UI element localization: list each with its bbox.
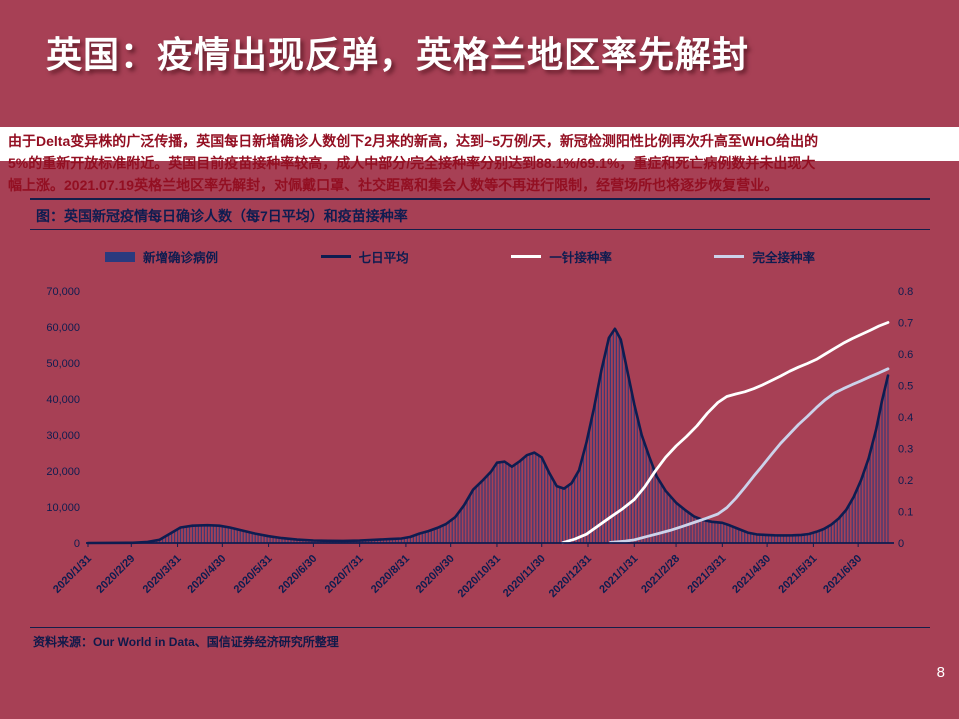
chart-legend: 新增确诊病例 七日平均 一针接种率 完全接种率 <box>105 247 815 266</box>
source-text: Our World in Data、国信证券经济研究所整理 <box>93 635 339 649</box>
page-title: 英国：疫情出现反弹，英格兰地区率先解封 <box>46 34 750 76</box>
y-right-tick-label: 0.7 <box>898 318 913 330</box>
summary-line-3: 幅上涨。2021.07.19英格兰地区率先解封，对佩戴口罩、社交距离和集会人数等… <box>8 177 779 193</box>
legend-line-swatch-icon <box>320 255 351 258</box>
summary-line-2: 5%的重新开放标准附近。英国目前疫苗接种率较高，成人中部分/完全接种率分别达到8… <box>8 155 816 171</box>
legend-item: 一针接种率 <box>511 247 612 266</box>
legend-label: 一针接种率 <box>549 251 612 265</box>
y-right-tick-label: 0 <box>898 538 904 550</box>
legend-label: 七日平均 <box>358 251 409 265</box>
x-axis-tick-label: 2021/5/31 <box>776 553 819 596</box>
x-axis-tick-label: 2020/3/31 <box>141 553 184 596</box>
x-axis-tick-label: 2021/6/30 <box>821 553 864 596</box>
x-axis-tick-label: 2020/8/31 <box>369 553 412 596</box>
highlight-band <box>0 127 959 161</box>
y-left-tick-label: 20,000 <box>46 466 80 478</box>
daily-cases-bars <box>135 331 889 543</box>
chart-panel-top-rule <box>30 198 930 200</box>
x-axis-tick-label: 2021/1/31 <box>597 553 640 596</box>
chart-title: 图：英国新冠疫情每日确诊人数（每7日平均）和疫苗接种率 <box>36 208 408 224</box>
legend-item: 完全接种率 <box>714 247 815 266</box>
x-axis-tick-label: 2020/10/31 <box>456 553 503 600</box>
y-right-tick-label: 0.6 <box>898 349 913 361</box>
legend-bar-swatch-icon <box>105 251 135 262</box>
y-right-tick-label: 0.4 <box>898 412 913 424</box>
chart-title-rule <box>30 229 930 230</box>
y-left-tick-label: 10,000 <box>46 502 80 514</box>
x-axis-tick-label: 2020/4/30 <box>185 553 228 596</box>
y-right-tick-label: 0.2 <box>898 475 913 487</box>
y-left-tick-label: 70,000 <box>46 286 80 298</box>
x-axis-tick-label: 2020/7/31 <box>323 553 366 596</box>
x-axis-tick-label: 2020/6/30 <box>276 553 319 596</box>
daily_cases-line <box>86 327 890 545</box>
legend-item: 七日平均 <box>320 247 409 266</box>
legend-label: 新增确诊病例 <box>143 251 219 265</box>
summary-line-1: 由于Delta变异株的广泛传播，英国每日新增确诊人数创下2月来的新高，达到~5万… <box>8 133 819 149</box>
legend-item: 新增确诊病例 <box>105 247 218 266</box>
y-left-tick-label: 60,000 <box>46 322 80 334</box>
x-axis-tick-label: 2021/3/31 <box>685 553 728 596</box>
full_dose_share-line <box>609 367 890 544</box>
y-right-tick-label: 0.1 <box>898 507 913 519</box>
legend-line-swatch-icon <box>714 255 745 258</box>
y-right-tick-label: 0.8 <box>898 286 913 298</box>
y-left-tick-label: 50,000 <box>46 358 80 370</box>
combo-chart: 0 10,000 20,000 30,000 40,000 50,000 60,000 70,… <box>46 286 913 600</box>
y-right-tick-label: 0.5 <box>898 381 913 393</box>
source-note: 资料来源：Our World in Data、国信证券经济研究所整理 <box>33 633 339 650</box>
legend-label: 完全接种率 <box>752 251 815 265</box>
x-axis-tick-label: 2020/1/31 <box>51 553 94 596</box>
y-left-tick-label: 40,000 <box>46 394 80 406</box>
x-axis-tick-label: 2020/9/30 <box>414 553 457 596</box>
page-number: 8 <box>936 664 945 681</box>
x-axis-tick-label: 2020/11/30 <box>501 553 548 600</box>
x-axis-tick-label: 2021/4/30 <box>730 553 773 596</box>
source-rule <box>30 627 930 628</box>
y-right-tick-label: 0.3 <box>898 444 913 456</box>
x-axis-tick-label: 2020/5/31 <box>232 553 275 596</box>
x-axis-tick-label: 2021/2/28 <box>639 553 682 596</box>
first_dose_share-line <box>561 321 890 545</box>
y-left-tick-label: 0 <box>74 538 80 550</box>
x-axis-tick-label: 2020/12/31 <box>547 553 594 600</box>
summary-paragraph: 由于Delta变异株的广泛传播，英国每日新增确诊人数创下2月来的新高，达到~5万… <box>8 130 956 196</box>
source-label: 资料来源： <box>33 635 94 649</box>
x-axis-tick-label: 2020/2/29 <box>94 553 137 596</box>
legend-line-swatch-icon <box>511 255 542 258</box>
y-left-tick-label: 30,000 <box>46 430 80 442</box>
